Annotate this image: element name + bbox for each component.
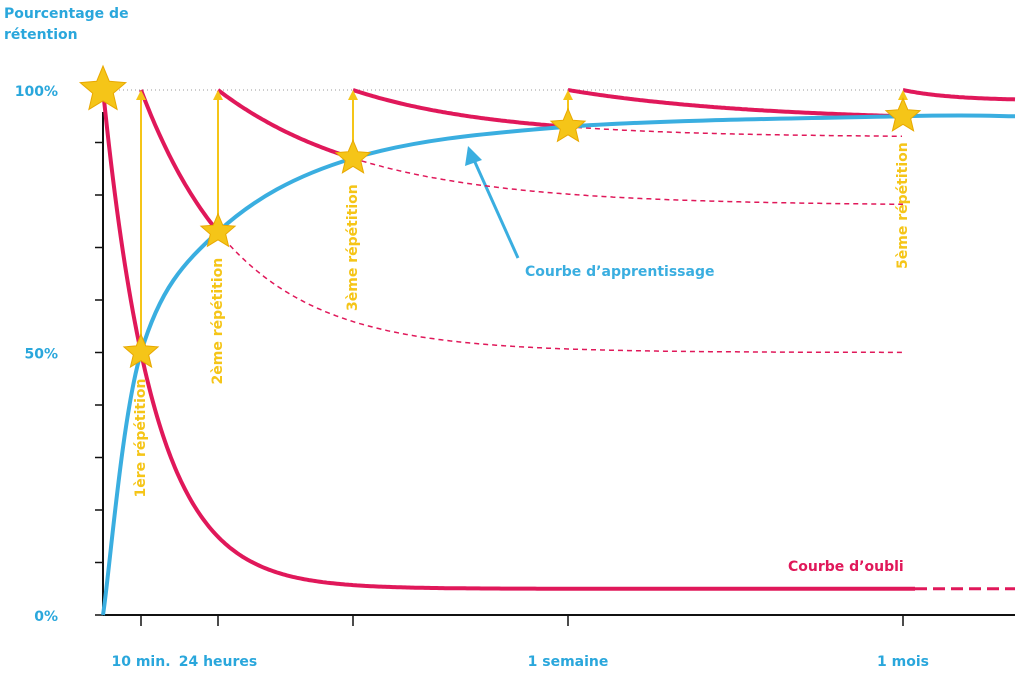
x-tick-label: 10 min. bbox=[111, 654, 170, 670]
repetition-star bbox=[122, 333, 160, 369]
repetition-star bbox=[549, 107, 587, 143]
repetition-star bbox=[334, 139, 372, 174]
repetition-star bbox=[78, 64, 128, 111]
learning-curve bbox=[101, 113, 1016, 616]
x-tick-label: 24 heures bbox=[179, 654, 258, 670]
repetition-star bbox=[199, 212, 237, 248]
y-tick-label: 100% bbox=[15, 84, 58, 100]
repetition-label: 2ème répétition bbox=[210, 258, 226, 385]
forgetting-curve bbox=[352, 88, 568, 129]
repetition-label: 1ère répétition bbox=[133, 379, 149, 498]
forgetting-curve-dashed bbox=[567, 126, 902, 137]
repetition-arrow-head bbox=[213, 90, 223, 100]
forgetting-curve bbox=[567, 88, 902, 119]
forgetting-curve bbox=[902, 88, 1016, 102]
repetition-arrow-head bbox=[348, 90, 358, 100]
forgetting-curve bbox=[139, 89, 219, 232]
forgetting-curve bbox=[216, 88, 353, 160]
repetition-arrow-head bbox=[898, 90, 908, 100]
repetition-arrow-head bbox=[136, 90, 146, 100]
forgetting-curve-dashed bbox=[352, 157, 904, 206]
repetition-arrow-head bbox=[563, 90, 573, 100]
learning-curve-label: Courbe d’apprentissage bbox=[525, 264, 714, 280]
x-tick-label: 1 mois bbox=[877, 654, 929, 670]
repetition-label: 5ème répétition bbox=[895, 142, 911, 269]
annotation-arrow-head bbox=[465, 146, 482, 166]
forgetting-curve-label: Courbe d’oubli bbox=[788, 559, 904, 575]
repetition-label: 3ème répétition bbox=[345, 184, 361, 311]
x-tick-label: 1 semaine bbox=[528, 654, 609, 670]
repetition-star bbox=[884, 97, 922, 132]
forgetting-curve bbox=[101, 89, 915, 591]
y-axis-label: Pourcentage de bbox=[4, 6, 129, 22]
forgetting-curve-dashed bbox=[217, 231, 902, 354]
y-tick-label: 0% bbox=[34, 609, 58, 625]
y-tick-label: 50% bbox=[24, 347, 58, 363]
annotation-arrow bbox=[472, 159, 520, 259]
y-axis-label: rétention bbox=[4, 27, 78, 43]
